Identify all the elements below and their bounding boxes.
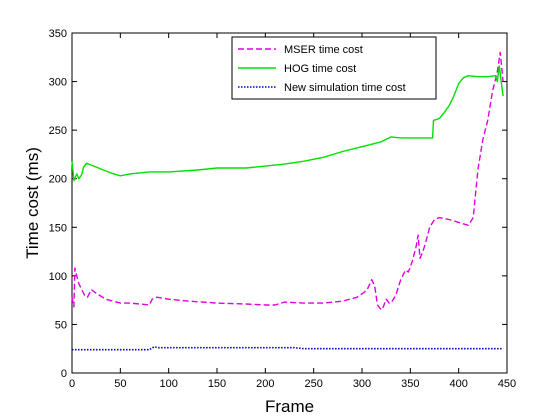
y-tick-label: 50 xyxy=(55,319,67,331)
x-tick-label: 350 xyxy=(401,378,419,390)
series-line-0 xyxy=(71,51,504,311)
x-tick-label: 400 xyxy=(449,378,467,390)
legend-label: HOG time cost xyxy=(284,63,356,75)
x-tick-label: 50 xyxy=(114,378,126,390)
y-tick-label: 200 xyxy=(49,174,67,186)
x-axis-title: Frame xyxy=(265,397,314,416)
x-tick-label: 0 xyxy=(69,378,75,390)
y-tick-label: 0 xyxy=(61,368,67,380)
x-axis: 0 50 100 150 200 250 300 350 400 450 xyxy=(69,33,516,390)
x-tick-label: 150 xyxy=(208,378,226,390)
x-tick-label: 300 xyxy=(353,378,371,390)
y-tick-label: 150 xyxy=(49,222,67,234)
y-tick-label: 300 xyxy=(49,77,67,89)
y-axis-title: Time cost (ms) xyxy=(23,147,42,259)
y-tick-label: 100 xyxy=(49,271,67,283)
series-line-2 xyxy=(72,345,504,351)
y-tick-label: 250 xyxy=(49,125,67,137)
y-tick-label: 350 xyxy=(49,28,67,40)
legend: MSER time cost HOG time cost New simulatio… xyxy=(231,36,437,100)
x-tick-label: 100 xyxy=(159,378,177,390)
x-tick-label: 200 xyxy=(256,378,274,390)
legend-label: New simulation time cost xyxy=(284,82,406,94)
x-tick-label: 250 xyxy=(304,378,322,390)
y-axis: 0 50 100 150 200 250 300 350 xyxy=(49,28,507,380)
series-layer xyxy=(71,51,504,351)
x-tick-label: 450 xyxy=(498,378,516,390)
legend-label: MSER time cost xyxy=(284,44,363,56)
series-line-1 xyxy=(71,65,504,182)
